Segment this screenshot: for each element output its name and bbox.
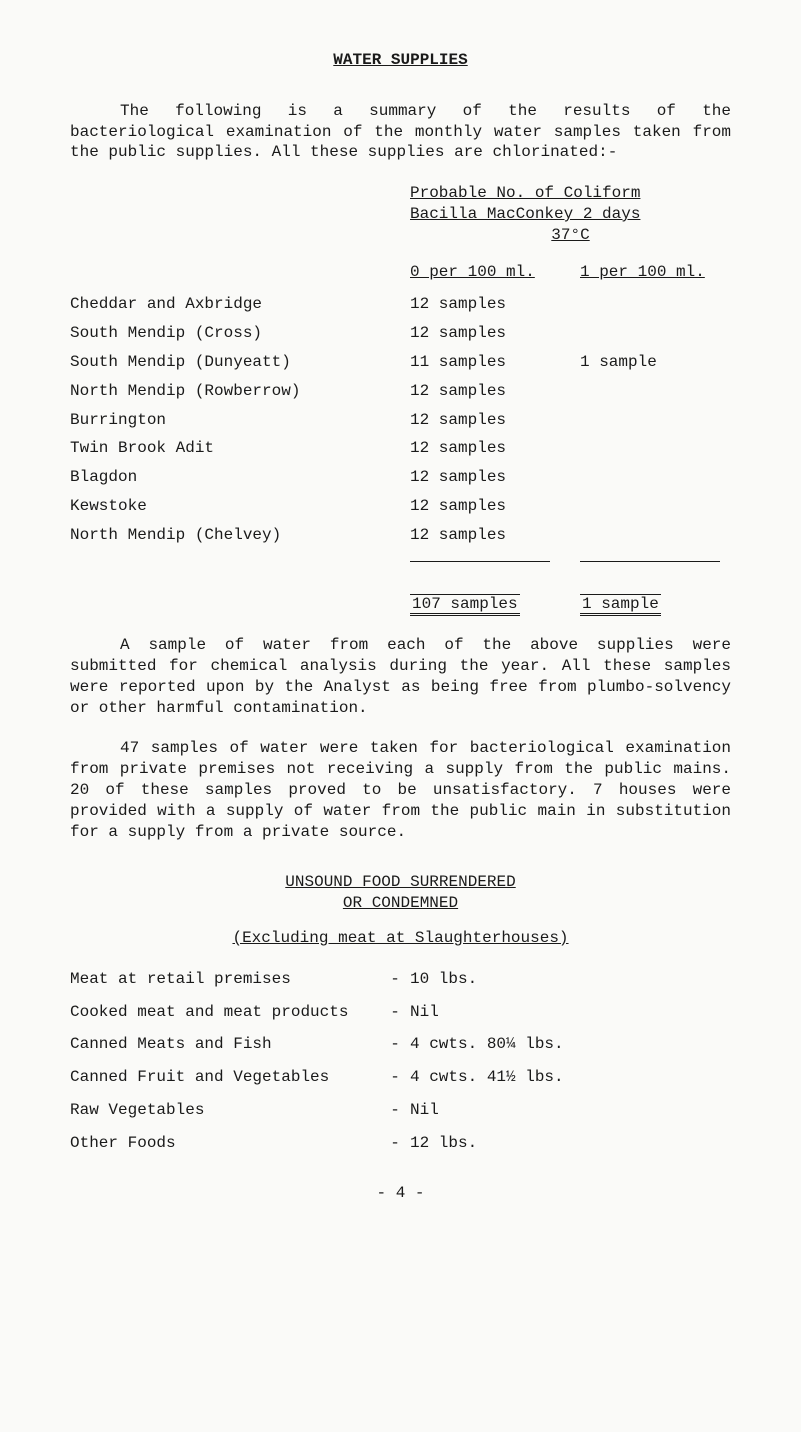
- food-row: Canned Fruit and Vegetables-4 cwts. 41½ …: [70, 1067, 731, 1088]
- food-value: 4 cwts. 41½ lbs.: [410, 1067, 731, 1088]
- food-value: Nil: [410, 1002, 731, 1023]
- table-row: South Mendip (Dunyeatt)11 samples1 sampl…: [70, 352, 731, 373]
- food-value: 4 cwts. 80¼ lbs.: [410, 1034, 731, 1055]
- food-label: Meat at retail premises: [70, 969, 380, 990]
- row-label: South Mendip (Dunyeatt): [70, 352, 410, 373]
- header-line-2: Bacilla MacConkey 2 days: [410, 204, 731, 225]
- total-mid: 107 samples: [410, 594, 520, 616]
- dash: -: [380, 1034, 410, 1055]
- rule: [580, 561, 720, 562]
- food-row: Other Foods-12 lbs.: [70, 1133, 731, 1154]
- row-mid: 12 samples: [410, 410, 580, 431]
- table-row: Kewstoke12 samples: [70, 496, 731, 517]
- food-row: Canned Meats and Fish-4 cwts. 80¼ lbs.: [70, 1034, 731, 1055]
- food-row: Raw Vegetables-Nil: [70, 1100, 731, 1121]
- header-line-3: 37°C: [410, 225, 731, 246]
- rule: [410, 561, 550, 562]
- row-label: Blagdon: [70, 467, 410, 488]
- row-mid: 12 samples: [410, 438, 580, 459]
- row-label: South Mendip (Cross): [70, 323, 410, 344]
- table-row: Twin Brook Adit12 samples: [70, 438, 731, 459]
- row-label: Kewstoke: [70, 496, 410, 517]
- row-mid: 12 samples: [410, 323, 580, 344]
- row-label: North Mendip (Chelvey): [70, 525, 410, 546]
- row-mid: 12 samples: [410, 496, 580, 517]
- row-right: 1 sample: [580, 352, 731, 373]
- food-value: 12 lbs.: [410, 1133, 731, 1154]
- row-label: Twin Brook Adit: [70, 438, 410, 459]
- paragraph-3: 47 samples of water were taken for bacte…: [70, 738, 731, 842]
- table-row: North Mendip (Rowberrow)12 samples: [70, 381, 731, 402]
- water-table: Cheddar and Axbridge12 samplesSouth Mend…: [70, 294, 731, 545]
- section-title-line2: OR CONDEMNED: [343, 894, 458, 912]
- paragraph-2: A sample of water from each of the above…: [70, 635, 731, 718]
- dash: -: [380, 1133, 410, 1154]
- excluding-note: (Excluding meat at Slaughterhouses): [70, 928, 731, 949]
- row-right: [580, 294, 731, 315]
- dash: -: [380, 1100, 410, 1121]
- table-row: South Mendip (Cross)12 samples: [70, 323, 731, 344]
- col-header-mid: 0 per 100 ml.: [410, 262, 580, 283]
- row-mid: 12 samples: [410, 381, 580, 402]
- intro-paragraph: The following is a summary of the result…: [70, 101, 731, 163]
- dash: -: [380, 1067, 410, 1088]
- table-header: Probable No. of Coliform Bacilla MacConk…: [410, 183, 731, 245]
- row-mid: 12 samples: [410, 467, 580, 488]
- section-2-title: UNSOUND FOOD SURRENDERED OR CONDEMNED: [70, 872, 731, 914]
- row-right: [580, 467, 731, 488]
- col-header-right: 1 per 100 ml.: [580, 262, 731, 283]
- row-right: [580, 323, 731, 344]
- food-label: Other Foods: [70, 1133, 380, 1154]
- total-right: 1 sample: [580, 594, 661, 616]
- page-number: - 4 -: [70, 1183, 731, 1204]
- page-title: WATER SUPPLIES: [70, 50, 731, 71]
- section-title-line1: UNSOUND FOOD SURRENDERED: [285, 873, 515, 891]
- row-mid: 11 samples: [410, 352, 580, 373]
- row-mid: 12 samples: [410, 525, 580, 546]
- row-label: Cheddar and Axbridge: [70, 294, 410, 315]
- row-right: [580, 496, 731, 517]
- column-headers: 0 per 100 ml. 1 per 100 ml.: [70, 262, 731, 283]
- food-label: Canned Meats and Fish: [70, 1034, 380, 1055]
- row-right: [580, 525, 731, 546]
- food-row: Meat at retail premises-10 lbs.: [70, 969, 731, 990]
- food-label: Cooked meat and meat products: [70, 1002, 380, 1023]
- food-label: Canned Fruit and Vegetables: [70, 1067, 380, 1088]
- dash: -: [380, 969, 410, 990]
- food-value: Nil: [410, 1100, 731, 1121]
- row-label: North Mendip (Rowberrow): [70, 381, 410, 402]
- food-label: Raw Vegetables: [70, 1100, 380, 1121]
- row-mid: 12 samples: [410, 294, 580, 315]
- row-right: [580, 438, 731, 459]
- row-right: [580, 381, 731, 402]
- food-table: Meat at retail premises-10 lbs.Cooked me…: [70, 969, 731, 1154]
- header-line-1: Probable No. of Coliform: [410, 183, 731, 204]
- row-label: Burrington: [70, 410, 410, 431]
- table-row: Cheddar and Axbridge12 samples: [70, 294, 731, 315]
- food-row: Cooked meat and meat products-Nil: [70, 1002, 731, 1023]
- row-right: [580, 410, 731, 431]
- table-row: Burrington12 samples: [70, 410, 731, 431]
- totals-row: 107 samples 1 sample: [70, 594, 731, 615]
- table-row: North Mendip (Chelvey)12 samples: [70, 525, 731, 546]
- dash: -: [380, 1002, 410, 1023]
- food-value: 10 lbs.: [410, 969, 731, 990]
- table-row: Blagdon12 samples: [70, 467, 731, 488]
